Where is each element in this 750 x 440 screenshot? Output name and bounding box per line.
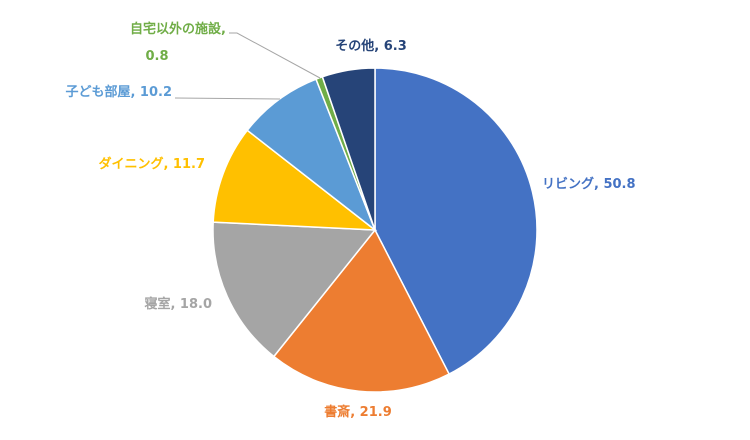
label-other: その他, 6.3 — [335, 38, 407, 54]
label-outside-facility-value: 0.8 — [145, 49, 168, 64]
leader-lines — [174, 32, 321, 100]
pie-slices — [212, 67, 538, 393]
label-living: リビング, 50.8 — [542, 176, 636, 192]
label-bedroom: 寝室, 18.0 — [144, 296, 212, 312]
slice-living — [374, 67, 538, 376]
slice-kids-room — [246, 78, 377, 233]
leader-line-outside-facility — [229, 32, 321, 79]
slice-other — [321, 67, 376, 231]
label-kids-room: 子ども部屋, 10.2 — [65, 84, 172, 100]
leader-line-kids-room — [174, 97, 281, 100]
slice-bedroom — [212, 221, 377, 358]
slice-dining — [212, 129, 378, 231]
slice-study — [272, 228, 451, 393]
label-outside-facility: 自宅以外の施設, — [130, 21, 226, 37]
label-study: 書斎, 21.9 — [324, 404, 392, 420]
label-dining: ダイニング, 11.7 — [98, 156, 205, 172]
